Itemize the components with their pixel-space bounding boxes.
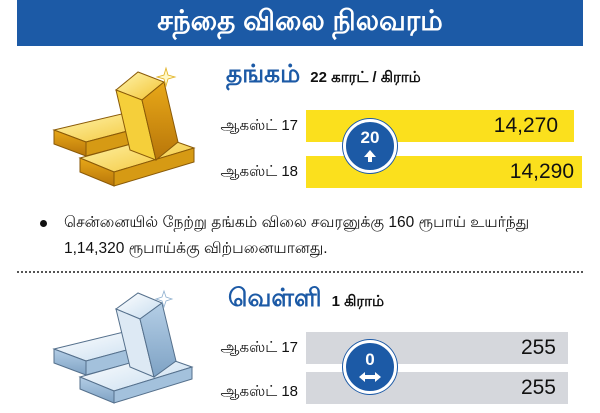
- gold-unit: 22 காரட் / கிராம்: [310, 69, 421, 86]
- silver-heading: வெள்ளி 1 கிராம்: [228, 284, 384, 316]
- silver-change-value: 0: [365, 350, 375, 369]
- gold-bars-icon: [52, 66, 196, 187]
- silver-price-2: 255: [520, 376, 556, 399]
- arrow-up-icon: [364, 150, 376, 162]
- gold-price-2: 14,290: [509, 160, 574, 183]
- page-title: சந்தை விலை நிலவரம்: [157, 5, 443, 36]
- section-divider: [17, 271, 583, 273]
- gold-title: தங்கம்: [226, 60, 301, 88]
- gold-change-value: 20: [360, 128, 380, 147]
- gold-change-badge: 20: [343, 119, 397, 173]
- silver-price-bar-2: 255: [306, 372, 568, 404]
- silver-bars-icon: [52, 289, 194, 404]
- silver-title: வெள்ளி: [228, 284, 322, 312]
- page-banner: சந்தை விலை நிலவரம்: [17, 0, 583, 46]
- silver-date-2: ஆகஸ்ட் 18: [220, 383, 298, 400]
- silver-date-1: ஆகஸ்ட் 17: [220, 339, 298, 356]
- arrow-left-right-icon: [359, 372, 381, 382]
- market-note-text: சென்னையில் நேற்று தங்கம் விலை சவரனுக்கு …: [64, 214, 530, 257]
- gold-date-1: ஆகஸ்ட் 17: [220, 117, 298, 134]
- bullet-icon: [40, 220, 47, 227]
- gold-price-1: 14,270: [493, 114, 558, 137]
- market-note: சென்னையில் நேற்று தங்கம் விலை சவரனுக்கு …: [40, 210, 580, 262]
- gold-heading: தங்கம் 22 காரட் / கிராம்: [226, 60, 421, 92]
- silver-unit: 1 கிராம்: [331, 293, 385, 310]
- silver-price-1: 255: [520, 336, 556, 359]
- gold-date-2: ஆகஸ்ட் 18: [220, 163, 298, 180]
- silver-change-badge: 0: [343, 340, 397, 394]
